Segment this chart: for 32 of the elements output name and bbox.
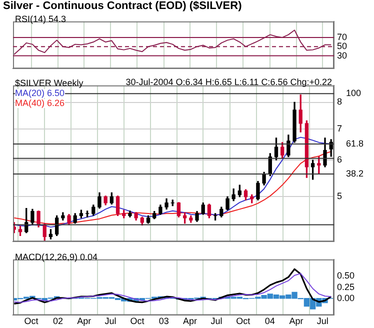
y-tick-label: 0.00 [337, 292, 355, 303]
x-tick-label: Jul [210, 316, 222, 326]
x-tick-label: Apr [289, 316, 304, 326]
annotation: RSI(14) 54.3 [15, 14, 66, 24]
text: 61.8 [346, 138, 364, 148]
x-tick-label: Jul [104, 316, 116, 326]
chart-title: Silver - Continuous Contract (EOD) ($SILVER) [3, 0, 242, 12]
y-tick-label: 5 [337, 191, 342, 202]
annotation: MACD(12,26,9) 0.04 [15, 252, 98, 262]
y-tick-label: 0.25 [337, 282, 355, 292]
text: 38.2 [346, 168, 364, 178]
annotation: 30-Jul-2004 O:6.34 H:6.65 L:6.11 C:6.56 Chg:+0.22 [126, 77, 332, 87]
text: MA(40) 6.26 [15, 98, 65, 108]
text: MA(20) 6.50 [15, 88, 65, 98]
y-tick-label: 6 [337, 154, 342, 165]
x-tick-label: Jul [316, 316, 328, 326]
x-tick-label: Oct [130, 316, 145, 326]
x-tick-label: Apr [183, 316, 198, 326]
x-tick-label: 04 [264, 316, 275, 326]
y-tick-label: 8 [337, 96, 342, 107]
y-tick-label: 0.50 [337, 270, 355, 281]
y-tick-label: 50 [337, 41, 348, 52]
y-tick-label: 70 [337, 32, 348, 42]
x-tick-label: Oct [24, 316, 39, 326]
text: 100 [346, 88, 362, 98]
y-tick-label: 30 [337, 50, 348, 60]
x-tick-label: Apr [77, 316, 92, 326]
x-tick-label: 03 [158, 316, 169, 326]
x-tick-label: 02 [52, 316, 63, 326]
annotation: $SILVER Weekly [15, 78, 84, 88]
x-tick-label: Oct [236, 316, 251, 326]
y-tick-label: 7 [337, 124, 342, 134]
